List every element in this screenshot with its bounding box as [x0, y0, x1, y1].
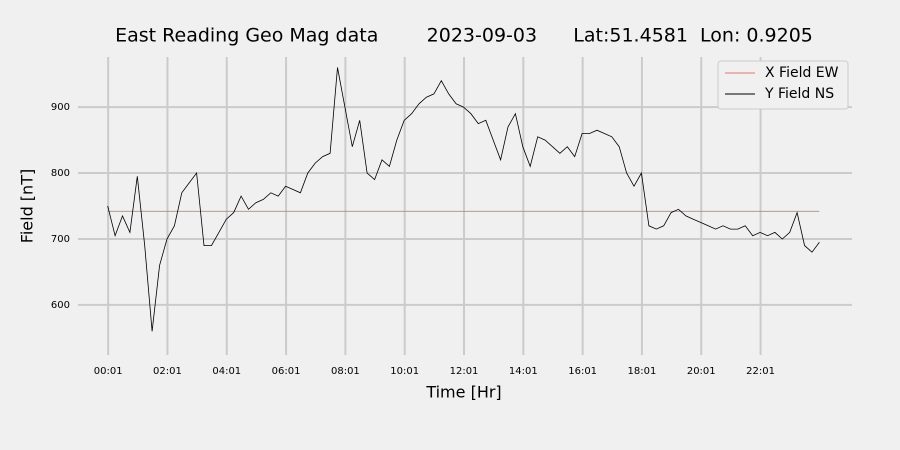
- y-tick-label: 700: [51, 234, 70, 245]
- x-tick-label: 20:01: [687, 366, 716, 377]
- x-tick-label: 04:01: [212, 366, 241, 377]
- y-axis-label: Field [nT]: [18, 169, 37, 243]
- x-tick-label: 14:01: [509, 366, 538, 377]
- x-tick-label: 06:01: [272, 366, 301, 377]
- legend-label: X Field EW: [765, 65, 839, 81]
- chart-title: East Reading Geo Mag data 2023-09-03 Lat…: [115, 25, 813, 47]
- x-tick-label: 22:01: [746, 366, 775, 377]
- x-tick-label: 08:01: [331, 366, 360, 377]
- y-tick-label: 900: [51, 102, 70, 113]
- x-tick-label: 02:01: [153, 366, 182, 377]
- x-tick-label: 00:01: [94, 366, 123, 377]
- legend-label: Y Field NS: [764, 86, 834, 102]
- x-tick-label: 10:01: [390, 366, 419, 377]
- x-tick-label: 18:01: [628, 366, 657, 377]
- x-axis-label: Time [Hr]: [425, 383, 501, 402]
- y-tick-label: 600: [51, 300, 70, 311]
- x-tick-label: 12:01: [450, 366, 479, 377]
- x-tick-label: 16:01: [568, 366, 597, 377]
- data-line: [107, 67, 820, 332]
- y-tick-label: 800: [51, 168, 70, 179]
